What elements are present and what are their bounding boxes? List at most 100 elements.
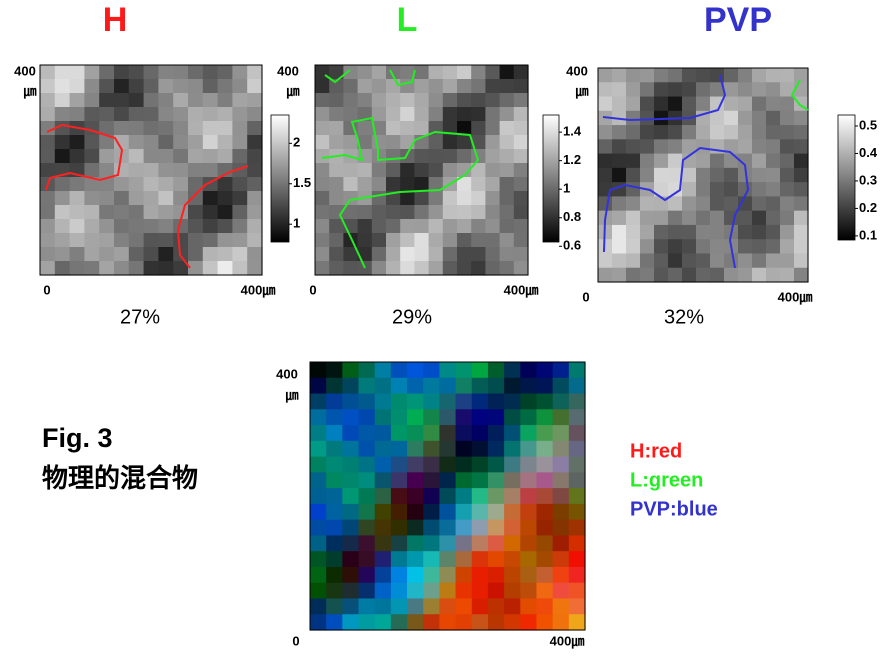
map-pixel — [372, 233, 387, 248]
map-pixel — [218, 261, 233, 276]
composite-pixel — [504, 409, 521, 425]
map-pixel — [654, 68, 669, 83]
map-pixel — [471, 177, 486, 192]
map-pixel — [738, 225, 753, 240]
map-pixel — [612, 68, 627, 83]
colorbar-tick-label: 1.5 — [293, 175, 311, 190]
map-pixel — [372, 261, 387, 276]
composite-pixel — [488, 567, 505, 583]
map-pixel — [232, 233, 247, 248]
map-pixel — [612, 82, 627, 97]
map-pixel — [158, 79, 173, 94]
composite-pixel — [375, 394, 392, 410]
map-pixel — [99, 219, 114, 234]
map-pixel — [500, 93, 515, 108]
composite-pixel — [375, 441, 392, 457]
map-pixel — [640, 168, 655, 183]
composite-pixel — [472, 362, 489, 378]
composite-pixel — [375, 362, 392, 378]
map-pixel — [640, 253, 655, 268]
composite-pixel — [536, 520, 553, 536]
map-pixel — [598, 196, 613, 211]
map-pixel — [710, 211, 725, 226]
map-pixel — [70, 191, 85, 206]
map-pixel — [329, 177, 344, 192]
map-pixel — [668, 196, 683, 211]
map-pixel — [710, 225, 725, 240]
map-pixel — [386, 177, 401, 192]
map-pixel — [457, 191, 472, 206]
map-pixel — [414, 65, 429, 80]
colorbar-tick-label: 0.1 — [859, 227, 877, 242]
composite-pixel — [456, 598, 473, 614]
composite-pixel — [310, 378, 327, 394]
map-pixel — [598, 97, 613, 112]
map-pixel — [386, 107, 401, 122]
composite-pixel — [375, 567, 392, 583]
map-pixel — [752, 225, 767, 240]
figure-page: H400㎛0400㎛27%21.51L400㎛0400㎛29%1.41.210.… — [0, 0, 882, 652]
map-pixel — [682, 125, 697, 140]
panel-title: PVP — [704, 1, 772, 39]
map-pixel — [114, 191, 129, 206]
map-pixel — [414, 247, 429, 262]
map-pixel — [55, 191, 70, 206]
map-pixel — [668, 154, 683, 169]
map-pixel — [158, 177, 173, 192]
composite-pixel — [472, 378, 489, 394]
map-pixel — [668, 139, 683, 154]
colorbar — [271, 115, 289, 242]
composite-pixel — [375, 409, 392, 425]
map-pixel — [654, 253, 669, 268]
map-pixel — [329, 93, 344, 108]
map-pixel — [471, 191, 486, 206]
composite-pixel — [504, 472, 521, 488]
map-pixel — [471, 149, 486, 164]
map-pixel — [358, 65, 373, 80]
composite-pixel — [423, 488, 440, 504]
map-pixel — [794, 239, 809, 254]
map-pixel — [668, 68, 683, 83]
composite-pixel — [310, 551, 327, 567]
map-pixel — [654, 97, 669, 112]
composite-pixel — [439, 472, 456, 488]
map-pixel — [514, 177, 529, 192]
map-pixel — [158, 205, 173, 220]
map-pixel — [485, 205, 500, 220]
map-pixel — [485, 149, 500, 164]
composite-pixel — [407, 362, 424, 378]
composite-pixel — [310, 441, 327, 457]
map-pixel — [443, 219, 458, 234]
map-pixel — [414, 219, 429, 234]
map-pixel — [232, 121, 247, 136]
map-pixel — [232, 177, 247, 192]
map-pixel — [372, 93, 387, 108]
composite-pixel — [342, 535, 359, 551]
composite-pixel — [536, 425, 553, 441]
composite-pixel — [488, 504, 505, 520]
map-pixel — [429, 163, 444, 178]
composite-pixel — [375, 488, 392, 504]
map-pixel — [626, 268, 641, 283]
map-pixel — [129, 233, 144, 248]
composite-pixel — [375, 472, 392, 488]
composite-pixel — [407, 378, 424, 394]
map-pixel — [247, 65, 262, 80]
composite-pixel — [569, 551, 586, 567]
map-pixel — [144, 135, 159, 150]
map-pixel — [40, 135, 55, 150]
map-pixel — [640, 139, 655, 154]
map-pixel — [386, 121, 401, 136]
map-pixel — [738, 97, 753, 112]
map-pixel — [188, 233, 203, 248]
composite-pixel — [456, 394, 473, 410]
map-pixel — [682, 253, 697, 268]
map-pixel — [471, 121, 486, 136]
map-pixel — [84, 79, 99, 94]
map-pixel — [443, 135, 458, 150]
composite-pixel — [342, 394, 359, 410]
map-pixel — [443, 107, 458, 122]
composite-pixel — [520, 614, 537, 630]
map-pixel — [372, 247, 387, 262]
composite-pixel — [553, 409, 570, 425]
